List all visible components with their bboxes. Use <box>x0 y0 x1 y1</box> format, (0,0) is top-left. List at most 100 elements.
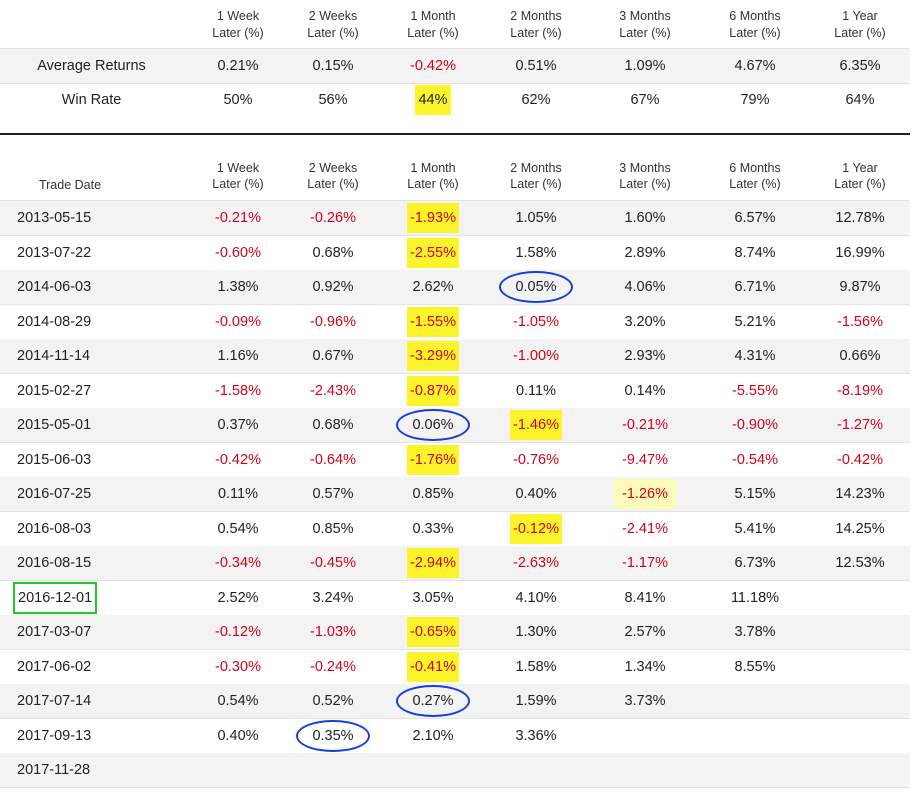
trade-date: 2015-02-27 <box>17 382 92 399</box>
summary-row-label: Win Rate <box>61 92 122 108</box>
table-cell: -8.19% <box>837 382 883 399</box>
table-cell: 0.40% <box>515 486 557 502</box>
trade-date: 2017-09-13 <box>17 727 92 744</box>
summary-column-header: 2 Months Later (%) <box>481 8 591 48</box>
table-cell: 0.27% <box>378 684 488 718</box>
detail-column-header: 1 Month Later (%) <box>378 160 488 196</box>
highlighted-value: -3.29% <box>407 341 459 371</box>
header-line: Later (%) <box>407 26 459 40</box>
table-cell: 8.74% <box>734 244 776 261</box>
trade-date: 2016-07-25 <box>17 486 92 502</box>
header-line: Later (%) <box>510 26 562 40</box>
table-cell: -1.55% <box>378 305 488 339</box>
header-line: 2 Weeks <box>308 9 358 23</box>
trade-date-header: Trade Date <box>38 178 102 192</box>
table-cell: 0.40% <box>217 727 259 744</box>
table-cell: 3.36% <box>515 727 557 744</box>
circled-value: 0.27% <box>396 685 470 717</box>
table-cell: 3.73% <box>624 693 666 709</box>
table-cell: -0.21% <box>215 210 261 226</box>
table-cell: -0.24% <box>310 658 356 675</box>
table-cell: 1.16% <box>217 348 259 364</box>
header-line: 2 Months <box>510 161 562 175</box>
table-cell: 0.85% <box>312 520 354 537</box>
table-cell: 0.05% <box>481 270 591 304</box>
header-line: 6 Months <box>729 161 781 175</box>
summary-column-header: 1 Year Later (%) <box>805 8 915 48</box>
table-cell: 0.54% <box>217 693 259 709</box>
header-line: Later (%) <box>834 26 886 40</box>
trade-date: 2014-11-14 <box>17 348 91 364</box>
header-line: Later (%) <box>407 177 459 191</box>
table-cell: 1.60% <box>624 210 666 226</box>
trade-date: 2017-06-02 <box>17 658 92 675</box>
table-cell: -1.93% <box>378 201 488 235</box>
table-cell: 14.25% <box>835 520 885 537</box>
table-cell: -2.41% <box>622 520 668 537</box>
table-cell: 0.35% <box>278 719 388 753</box>
summary-column-header: 1 Week Later (%) <box>183 8 293 48</box>
summary-cell: 44% <box>378 83 488 117</box>
table-cell: 0.68% <box>312 417 354 433</box>
table-cell: -0.64% <box>310 451 356 468</box>
table-cell: 0.67% <box>312 348 354 364</box>
table-row: 2015-02-27 -1.58% -2.43% -0.87% 0.11% 0.14% -5… <box>0 374 910 408</box>
table-cell: 11.18% <box>730 589 780 606</box>
summary-cell: 64% <box>845 92 875 108</box>
divider <box>0 511 910 512</box>
table-cell: 3.78% <box>734 624 776 640</box>
trade-date: 2013-07-22 <box>17 244 92 261</box>
table-cell: -0.45% <box>310 555 356 571</box>
summary-column-header: 1 Month Later (%) <box>378 8 488 48</box>
table-cell: 2.62% <box>412 279 454 295</box>
divider <box>0 48 910 49</box>
table-cell: 0.11% <box>217 486 259 502</box>
highlighted-value: -2.55% <box>407 237 459 268</box>
detail-column-header: 2 Months Later (%) <box>481 160 591 196</box>
highlighted-value: -0.12% <box>510 513 562 544</box>
summary-cell: 56% <box>318 92 348 108</box>
table-cell: 5.41% <box>734 520 776 537</box>
summary-row: Average Returns 0.21% 0.15% -0.42% 0.51% 1.09… <box>0 49 910 83</box>
trade-date: 2017-11-28 <box>17 762 91 778</box>
circled-value: 0.35% <box>296 719 370 752</box>
header-line: Later (%) <box>619 26 671 40</box>
table-cell: 5.21% <box>734 313 776 330</box>
table-row: 2017-09-13 0.40% 0.35% 2.10% 3.36% <box>0 719 910 753</box>
table-cell: -1.17% <box>622 555 668 571</box>
table-row: 2014-06-03 1.38% 0.92% 2.62% 0.05% 4.06% 6.71%… <box>0 270 910 304</box>
table-cell: 0.54% <box>217 520 259 537</box>
trade-date: 2015-05-01 <box>17 417 92 433</box>
table-cell: 6.71% <box>734 279 776 295</box>
table-cell: 9.87% <box>839 279 881 295</box>
table-row: 2017-11-28 <box>0 753 910 787</box>
table-cell: -0.76% <box>513 451 559 468</box>
highlighted-value: -2.94% <box>407 548 459 578</box>
divider <box>0 580 910 581</box>
summary-row-label: Average Returns <box>37 58 146 74</box>
header-line: Later (%) <box>510 177 562 191</box>
trade-date: 2016-08-15 <box>17 555 92 571</box>
header-line: 6 Months <box>729 9 781 23</box>
table-cell: -1.05% <box>513 313 559 330</box>
detail-column-header: 2 Weeks Later (%) <box>278 160 388 196</box>
table-cell: 6.57% <box>734 210 776 226</box>
table-cell: 1.05% <box>515 210 557 226</box>
table-row: 2016-08-15 -0.34% -0.45% -2.94% -2.63% -1.17%… <box>0 546 910 580</box>
divider <box>0 235 910 236</box>
table-cell: 3.24% <box>312 589 354 606</box>
highlighted-value: -1.55% <box>407 306 459 337</box>
summary-cell: -0.42% <box>410 58 456 74</box>
table-cell: -0.21% <box>622 417 668 433</box>
table-cell: -0.09% <box>215 313 261 330</box>
table-row: 2015-05-01 0.37% 0.68% 0.06% -1.46% -0.21% -0.… <box>0 408 910 442</box>
table-cell: -0.41% <box>378 650 488 684</box>
header-line: 1 Month <box>410 9 456 23</box>
divider <box>0 718 910 719</box>
highlighted-value: -1.93% <box>407 203 459 233</box>
table-cell: -0.42% <box>837 451 883 468</box>
table-row: 2014-08-29 -0.09% -0.96% -1.55% -1.05% 3.20% 5… <box>0 305 910 339</box>
table-row: 2013-07-22 -0.60% 0.68% -2.55% 1.58% 2.89% 8.7… <box>0 236 910 270</box>
table-row: 2016-07-25 0.11% 0.57% 0.85% 0.40% -1.26% 5.15… <box>0 477 910 511</box>
table-cell: -0.65% <box>378 615 488 649</box>
